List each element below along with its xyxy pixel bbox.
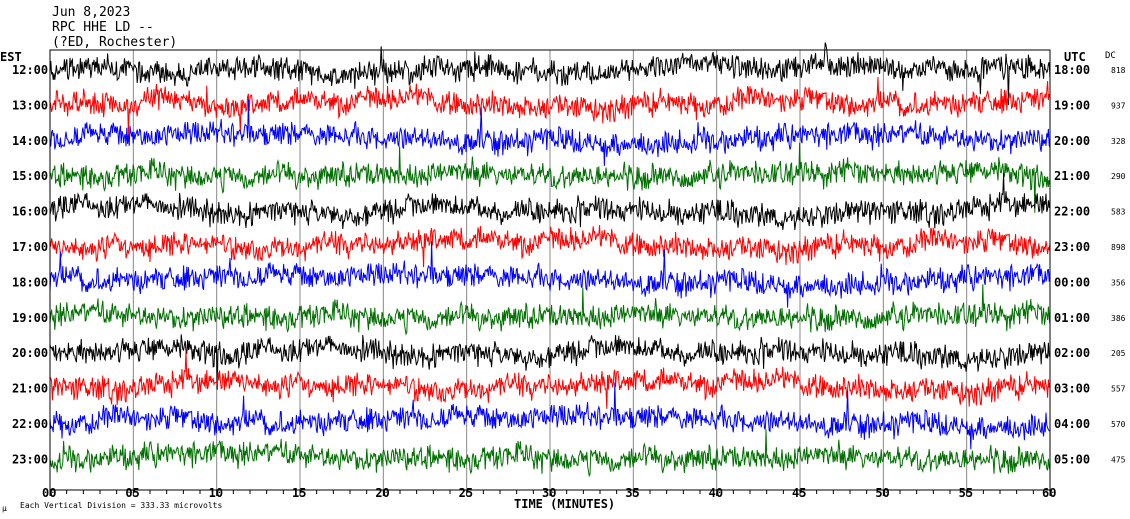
header-location: (?ED, Rochester) — [52, 35, 177, 50]
scale-note: Each Vertical Division = 333.33 microvol… — [20, 501, 222, 510]
trace-row — [49, 334, 1051, 390]
est-time-label: 13:00 — [12, 98, 48, 112]
x-tick-label: 25 — [459, 486, 473, 500]
x-tick-label: 00 — [42, 486, 56, 500]
dc-value: 328 — [1111, 137, 1126, 146]
est-time-label: 19:00 — [12, 311, 48, 325]
header-station: RPC HHE LD -- — [52, 20, 154, 35]
est-label: EST — [0, 50, 22, 64]
x-tick-label: 45 — [792, 486, 806, 500]
dc-value: 937 — [1111, 101, 1126, 110]
dc-value: 386 — [1111, 314, 1126, 323]
trace-row — [49, 382, 1051, 450]
dc-label: DC — [1105, 51, 1116, 61]
x-tick-label: 20 — [375, 486, 389, 500]
utc-time-label: 00:00 — [1054, 275, 1090, 289]
utc-time-label: 22:00 — [1054, 205, 1090, 219]
trace-row — [49, 142, 1051, 213]
utc-time-label: 01:00 — [1054, 311, 1090, 325]
x-tick-label: 60 — [1042, 486, 1056, 500]
dc-value: 557 — [1111, 385, 1126, 394]
est-time-label: 15:00 — [12, 169, 48, 183]
trace-row — [49, 99, 1051, 167]
x-tick-label: 05 — [125, 486, 139, 500]
x-tick-label: 40 — [709, 486, 723, 500]
utc-time-label: 23:00 — [1054, 240, 1090, 254]
x-tick-label: 55 — [959, 486, 973, 500]
utc-time-label: 05:00 — [1054, 452, 1090, 466]
est-time-label: 20:00 — [12, 346, 48, 360]
dc-value: 898 — [1111, 243, 1126, 252]
trace-row — [49, 224, 1051, 268]
trace-row — [49, 76, 1051, 135]
trace-row — [49, 240, 1051, 308]
trace-row — [49, 350, 1051, 409]
dc-value: 583 — [1111, 208, 1126, 217]
x-tick-label: 50 — [875, 486, 889, 500]
trace-row — [49, 173, 1051, 231]
trace-row — [49, 429, 1051, 478]
dc-value: 205 — [1111, 349, 1126, 358]
x-axis-label: TIME (MINUTES) — [514, 497, 615, 511]
dc-value: 818 — [1111, 66, 1126, 75]
utc-label: UTC — [1064, 50, 1086, 64]
trace-row — [49, 42, 1051, 106]
x-tick-label: 10 — [209, 486, 223, 500]
est-time-label: 16:00 — [12, 205, 48, 219]
utc-time-label: 03:00 — [1054, 382, 1090, 396]
dc-value: 570 — [1111, 420, 1126, 429]
est-time-label: 22:00 — [12, 417, 48, 431]
est-time-label: 14:00 — [12, 134, 48, 148]
trace-row — [49, 284, 1051, 336]
utc-time-label: 21:00 — [1054, 169, 1090, 183]
est-time-label: 12:00 — [12, 63, 48, 77]
dc-value: 475 — [1111, 455, 1126, 464]
utc-time-label: 18:00 — [1054, 63, 1090, 77]
utc-time-label: 02:00 — [1054, 346, 1090, 360]
dc-value: 356 — [1111, 278, 1126, 287]
micro-mark: µ — [2, 504, 7, 513]
utc-time-label: 19:00 — [1054, 98, 1090, 112]
plot-frame — [49, 49, 1051, 491]
est-time-label: 18:00 — [12, 275, 48, 289]
header-date: Jun 8,2023 — [52, 5, 130, 20]
est-time-label: 21:00 — [12, 382, 48, 396]
utc-time-label: 20:00 — [1054, 134, 1090, 148]
dc-value: 290 — [1111, 172, 1126, 181]
utc-time-label: 04:00 — [1054, 417, 1090, 431]
est-time-label: 23:00 — [12, 452, 48, 466]
x-tick-label: 15 — [292, 486, 306, 500]
est-time-label: 17:00 — [12, 240, 48, 254]
x-tick-label: 35 — [625, 486, 639, 500]
